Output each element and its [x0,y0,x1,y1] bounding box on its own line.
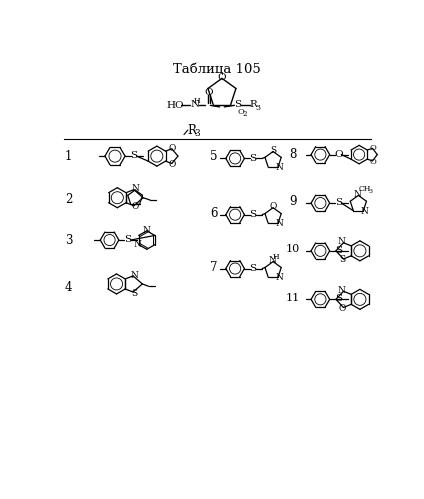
Text: N: N [276,220,284,229]
Text: O: O [269,202,277,211]
Text: 10: 10 [286,245,300,254]
Text: S: S [249,154,257,163]
Text: 3: 3 [194,129,200,138]
Text: N: N [338,286,346,295]
Text: O: O [370,158,377,166]
Text: 3: 3 [65,234,72,247]
Text: 2: 2 [65,193,72,206]
Text: 8: 8 [290,148,297,161]
Text: N: N [131,184,139,193]
Text: S: S [335,246,342,255]
Text: 1: 1 [65,150,72,163]
Text: 3: 3 [369,189,373,194]
Text: N: N [190,100,199,109]
Text: N: N [143,226,151,235]
Text: 9: 9 [290,195,297,208]
Text: S: S [249,210,257,219]
Text: O: O [132,202,139,211]
Text: N: N [354,190,362,199]
Text: H: H [273,253,279,261]
Text: HO: HO [167,101,184,110]
Text: N: N [276,163,284,172]
Text: N: N [133,240,141,249]
Text: O: O [334,150,343,159]
Text: O: O [169,160,176,169]
Text: 5: 5 [210,150,218,163]
Text: O: O [218,73,226,82]
Text: 3: 3 [256,104,261,112]
Text: 4: 4 [65,280,72,293]
Text: S: S [335,198,342,207]
Text: O: O [237,108,244,116]
Text: N: N [131,270,139,279]
Text: H: H [194,97,201,105]
Text: S: S [124,235,131,244]
Text: S: S [339,255,345,264]
Text: 11: 11 [286,293,300,303]
Text: N: N [276,273,284,282]
Text: R: R [250,100,258,109]
Text: O: O [338,304,346,313]
Text: O: O [205,88,213,97]
Text: 7: 7 [210,260,218,273]
Text: 2: 2 [242,110,247,118]
Text: Таблица 105: Таблица 105 [173,63,261,76]
Text: N: N [268,255,276,264]
Text: O: O [370,144,377,152]
Text: S: S [249,263,257,272]
Text: S: S [270,146,276,155]
Text: S: S [130,151,137,160]
Text: CH: CH [358,185,371,193]
Text: N: N [361,207,369,216]
Text: N: N [338,238,346,247]
Text: 6: 6 [210,207,218,220]
Text: R: R [187,124,196,137]
Text: S: S [234,100,241,109]
Text: S: S [131,289,138,298]
Text: O: O [169,144,176,153]
Text: S: S [335,294,342,303]
